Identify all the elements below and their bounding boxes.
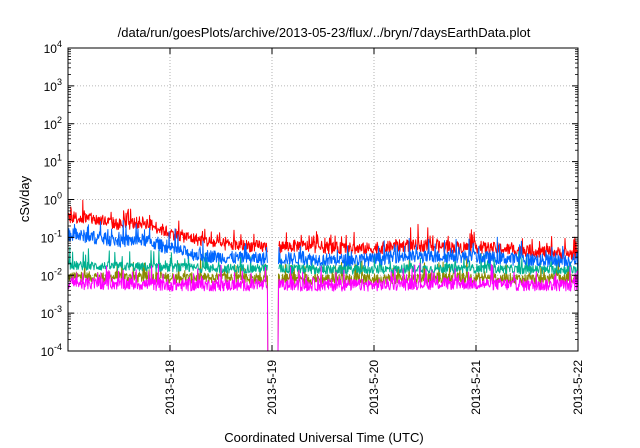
y-tick-label: 101 xyxy=(44,153,62,170)
grid-lines xyxy=(68,48,578,351)
series-line xyxy=(67,262,579,352)
y-tick-label: 102 xyxy=(44,115,62,132)
x-tick-label: 2013-5-18 xyxy=(163,360,177,415)
x-axis-label: Coordinated Universal Time (UTC) xyxy=(224,430,423,445)
data-series xyxy=(67,199,579,352)
y-axis-label: cSv/day xyxy=(17,175,32,222)
y-tick-label: 10-4 xyxy=(41,342,62,359)
y-tick-label: 10-2 xyxy=(41,266,62,283)
y-tick-label: 10-3 xyxy=(41,304,62,321)
y-tick-label: 103 xyxy=(44,77,62,94)
y-tick-label: 104 xyxy=(44,39,62,56)
y-tick-label: 10-1 xyxy=(41,228,62,245)
axes: 10-4 10-3 10-2 10-1 100 101 102 103 104 2013-5-18… xyxy=(41,39,585,415)
series-line xyxy=(67,220,579,268)
x-tick-label: 2013-5-20 xyxy=(367,360,381,415)
chart-title: /data/run/goesPlots/archive/2013-05-23/f… xyxy=(118,25,531,40)
x-tick-label: 2013-5-22 xyxy=(571,360,585,415)
series-line xyxy=(67,246,579,275)
y-tick-label: 100 xyxy=(44,191,62,208)
x-tick-label: 2013-5-21 xyxy=(469,360,483,415)
x-tick-label: 2013-5-19 xyxy=(265,360,279,415)
